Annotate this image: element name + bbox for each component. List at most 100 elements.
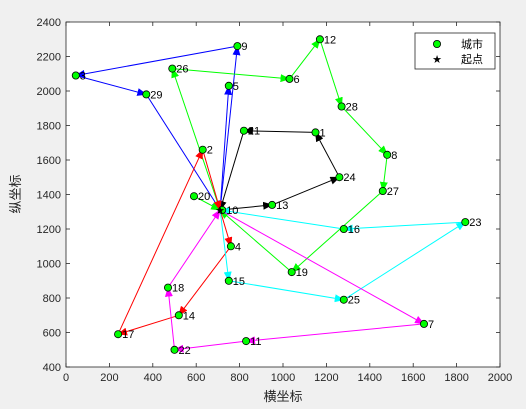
city-label: 11 — [250, 336, 261, 348]
route-segment — [219, 207, 344, 230]
x-tick-label: 2000 — [488, 372, 512, 384]
route-segment — [379, 154, 388, 192]
legend-start-marker: ★ — [432, 54, 442, 66]
city-label: 13 — [276, 200, 288, 212]
city-12: 12 — [315, 34, 336, 46]
city-28: 28 — [337, 102, 358, 114]
city-marker — [285, 74, 294, 83]
route-segment — [342, 221, 466, 233]
route-segment — [164, 286, 175, 350]
route-segment — [218, 130, 245, 211]
city-label: 22 — [179, 345, 191, 357]
city-marker — [233, 42, 242, 51]
city-label: 12 — [324, 34, 336, 46]
city-marker — [242, 337, 251, 346]
y-tick-label: 1000 — [37, 259, 61, 271]
city-label: 20 — [198, 191, 210, 203]
city-marker — [461, 218, 470, 227]
route-segment — [167, 209, 221, 288]
route-segment — [178, 245, 232, 317]
legend-start-label: 起点 — [461, 53, 483, 66]
city-label: 29 — [150, 89, 162, 101]
route-segment — [341, 106, 388, 156]
city-9: 9 — [233, 41, 248, 53]
x-tick-label: 1600 — [401, 372, 425, 384]
x-tick-label: 800 — [230, 372, 248, 384]
city-label: 27 — [387, 186, 399, 198]
city-label: 15 — [233, 276, 245, 288]
route-segment — [74, 45, 238, 78]
city-label: 8 — [391, 150, 397, 162]
city-7: 7 — [419, 319, 434, 331]
route-segment — [242, 126, 316, 135]
route-segment — [343, 221, 467, 301]
city-11: 11 — [242, 336, 262, 348]
route-segment — [219, 209, 232, 282]
route-segment — [219, 209, 293, 273]
city-label: 19 — [296, 267, 308, 279]
city-marker — [198, 145, 207, 154]
y-tick-label: 1200 — [37, 224, 61, 236]
start-marker: ★ — [215, 205, 225, 217]
city-marker — [226, 242, 235, 251]
y-tick-label: 2000 — [37, 86, 61, 98]
route-segment — [173, 340, 247, 353]
plot-area — [66, 22, 500, 367]
x-tick-label: 400 — [144, 372, 162, 384]
city-marker — [339, 224, 348, 233]
city-5: 5 — [224, 81, 239, 93]
city-18: 18 — [163, 283, 184, 295]
city-marker — [114, 330, 123, 339]
legend-city-marker — [432, 40, 441, 49]
city-17: 17 — [114, 329, 134, 341]
route-segment — [219, 45, 241, 211]
route-segment — [171, 67, 221, 211]
route-segment — [245, 323, 425, 345]
route-segment — [219, 84, 233, 211]
city-label: 24 — [343, 172, 355, 184]
axes-layer: 0 200 400 600 800 1000 1200 1400 1600 1800 2000400… — [37, 17, 513, 384]
y-axis-label: 纵坐标 — [9, 174, 24, 213]
x-tick-label: 1200 — [314, 372, 338, 384]
city-label: 6 — [294, 74, 300, 86]
city-19: 19 — [287, 267, 308, 279]
city-marker — [315, 35, 324, 44]
city-label: 9 — [241, 41, 247, 53]
city-label: 5 — [233, 81, 239, 93]
city-marker — [337, 102, 346, 111]
city-marker — [170, 345, 179, 354]
city-27: 27 — [378, 186, 399, 198]
legend-city-label: 城市 — [461, 37, 483, 51]
route-segment — [289, 38, 321, 80]
route-segment — [145, 94, 221, 211]
city-13: 13 — [268, 200, 288, 212]
city-marker — [224, 81, 233, 90]
y-tick-label: 1400 — [37, 190, 61, 202]
city-label: 4 — [235, 241, 241, 253]
legend: 城市 ★ 起点 — [414, 32, 496, 70]
city-marker — [218, 205, 227, 214]
route-segment — [172, 68, 291, 83]
city-25: 25 — [339, 295, 360, 307]
x-tick-label: 0 — [63, 372, 69, 384]
city-15: 15 — [224, 276, 245, 288]
city-marker — [335, 173, 344, 182]
x-tick-label: 200 — [100, 372, 118, 384]
city-label: 1 — [320, 127, 326, 139]
city-label: 23 — [469, 217, 481, 229]
city-label: 10 — [226, 205, 238, 217]
x-tick-label: 1800 — [444, 372, 468, 384]
y-tick-label: 1800 — [37, 121, 61, 133]
city-23: 23 — [461, 217, 482, 229]
city-3: 3 — [71, 71, 86, 83]
city-marker — [339, 295, 348, 304]
city-8: 8 — [383, 150, 397, 162]
city-marker — [163, 283, 172, 292]
city-label: 3 — [80, 71, 86, 83]
route-segment — [219, 209, 233, 248]
city-marker — [142, 90, 151, 99]
city-marker — [239, 126, 248, 135]
x-tick-label: 1400 — [358, 372, 382, 384]
city-marker — [311, 128, 320, 137]
